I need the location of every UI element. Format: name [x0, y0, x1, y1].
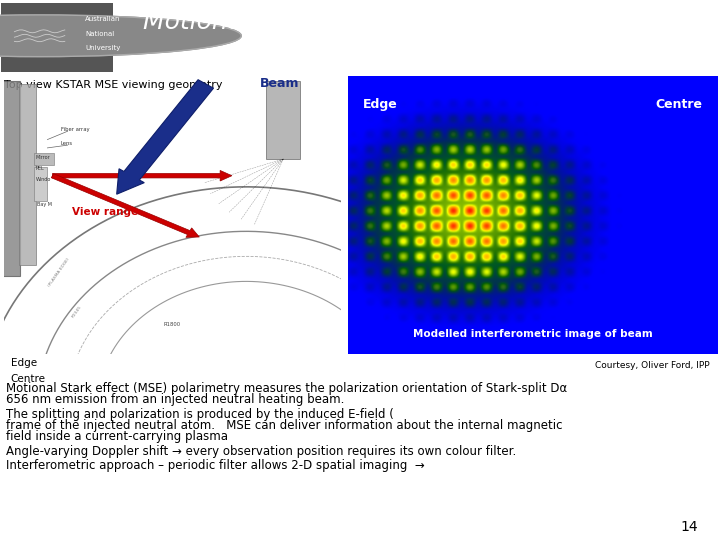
Text: R1800: R1800 — [163, 322, 181, 327]
Bar — [34, 153, 54, 165]
Text: Fiber array: Fiber array — [61, 127, 89, 132]
Text: View range: View range — [71, 207, 138, 217]
FancyArrow shape — [51, 174, 199, 238]
Text: Edge: Edge — [363, 98, 397, 111]
Text: National: National — [85, 31, 114, 37]
Text: R2345: R2345 — [71, 305, 82, 319]
Text: internal magnetic field: internal magnetic field — [279, 44, 563, 68]
Bar — [19, 84, 35, 265]
Text: Windo: Windo — [35, 177, 51, 183]
FancyArrow shape — [117, 80, 214, 194]
Text: PEL: PEL — [35, 166, 45, 171]
Text: Angle-varying Doppler shift → every observation position requires its own colour: Angle-varying Doppler shift → every obse… — [6, 445, 516, 458]
Text: Beam: Beam — [260, 77, 300, 90]
Text: Centre: Centre — [655, 98, 702, 111]
Text: 14: 14 — [681, 519, 698, 534]
Text: (PLASMA EDGE): (PLASMA EDGE) — [48, 258, 71, 288]
Text: University: University — [85, 45, 120, 51]
Text: Mirror: Mirror — [35, 155, 50, 160]
Text: Courtesy, Oliver Ford, IPP: Courtesy, Oliver Ford, IPP — [595, 361, 710, 369]
Circle shape — [0, 15, 241, 57]
Text: The splitting and polarization is produced by the induced E-field (: The splitting and polarization is produc… — [6, 408, 394, 421]
Text: Australian: Australian — [85, 16, 120, 22]
Text: Centre: Centre — [11, 374, 46, 384]
Text: field inside a current-carrying plasma: field inside a current-carrying plasma — [6, 430, 228, 443]
Text: Interferometric approach – periodic filter allows 2-D spatial imaging  →: Interferometric approach – periodic filt… — [6, 460, 428, 472]
Text: Lens: Lens — [61, 141, 73, 146]
Bar — [266, 81, 300, 159]
FancyArrow shape — [53, 171, 232, 181]
Text: 656 nm emission from an injected neutral heating beam.: 656 nm emission from an injected neutral… — [6, 393, 344, 406]
Text: frame of the injected neutral atom.   MSE can deliver information about the inte: frame of the injected neutral atom. MSE … — [6, 419, 562, 432]
Text: Top view KSTAR MSE viewing geometry: Top view KSTAR MSE viewing geometry — [4, 80, 222, 90]
Bar — [1, 3, 113, 71]
Bar — [34, 167, 48, 201]
Text: Modelled interferometric image of beam: Modelled interferometric image of beam — [413, 329, 652, 339]
Text: Motional Stark effect polarimetry senses the: Motional Stark effect polarimetry senses… — [143, 10, 699, 35]
Text: Motional Stark effect (MSE) polarimetry measures the polarization orientation of: Motional Stark effect (MSE) polarimetry … — [6, 382, 567, 395]
Bar — [0, 81, 20, 276]
Text: Edge: Edge — [11, 357, 37, 368]
Text: Bay M: Bay M — [37, 202, 53, 207]
